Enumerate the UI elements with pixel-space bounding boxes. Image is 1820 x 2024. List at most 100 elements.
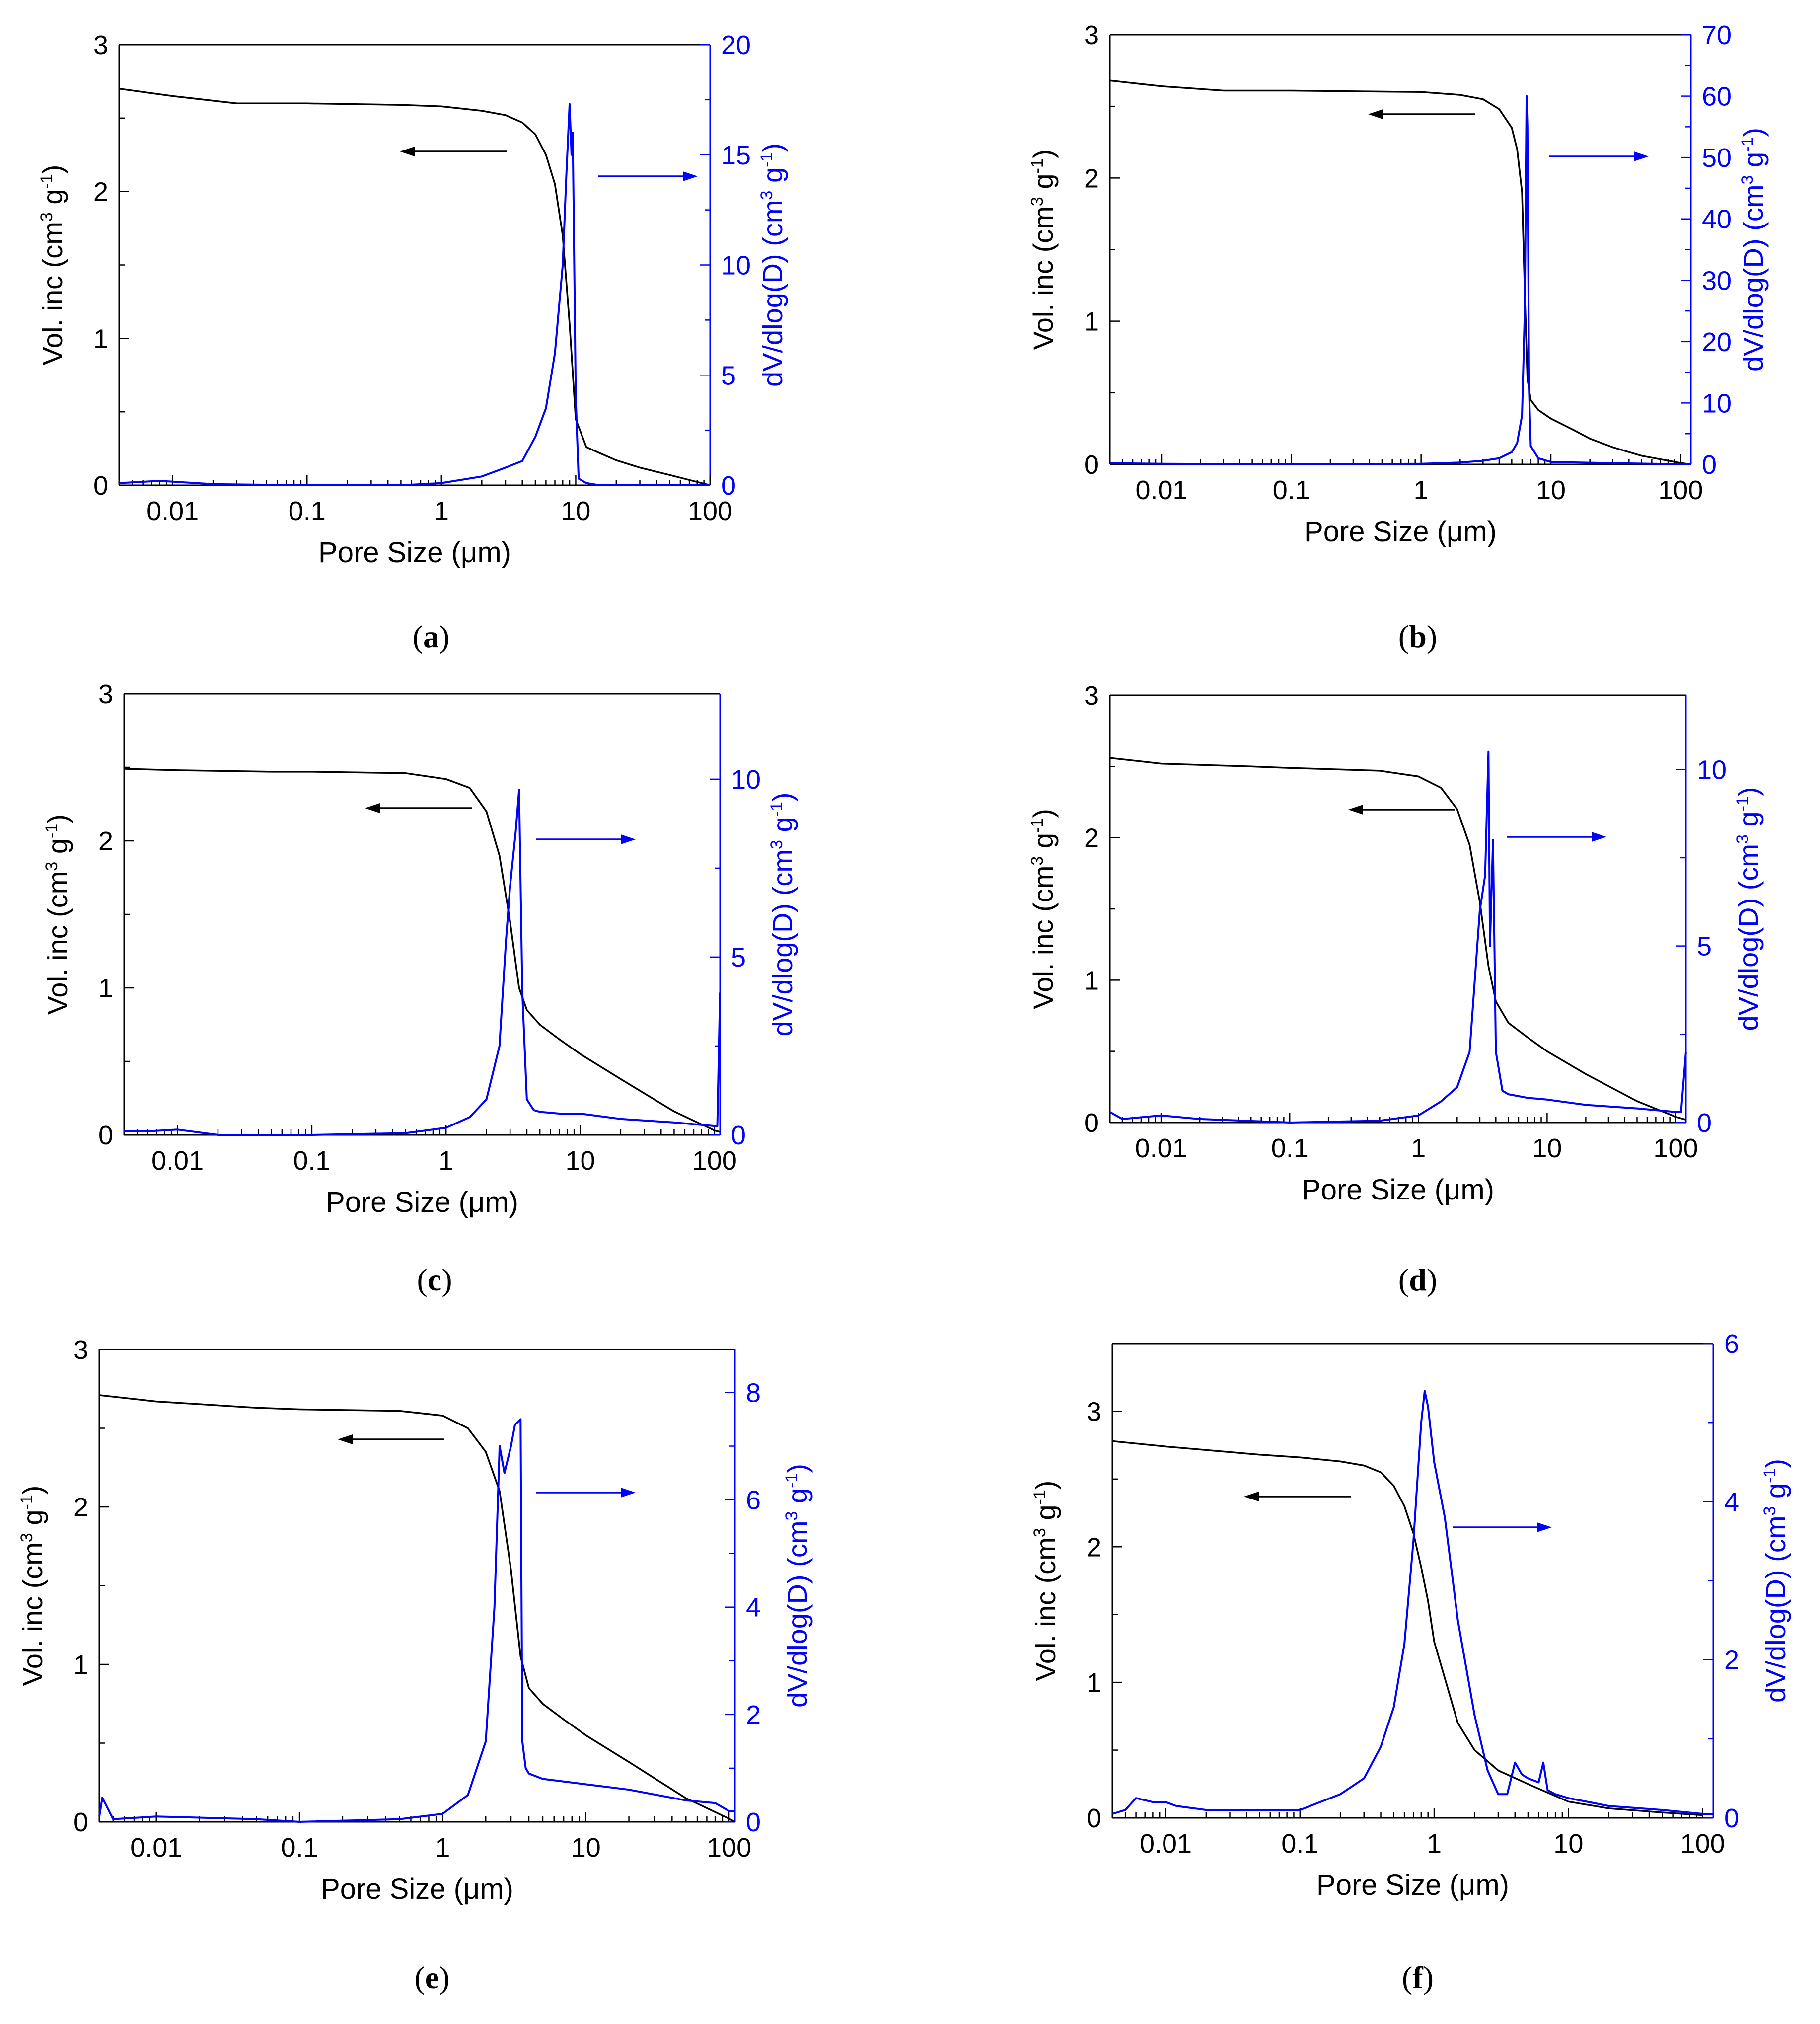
arrow-right-head <box>621 1488 636 1498</box>
y-left-tick-label: 3 <box>73 1335 88 1365</box>
y-right-tick-label: 0 <box>731 1121 746 1150</box>
x-tick-label: 10 <box>565 1146 595 1176</box>
y-left-tick-label: 1 <box>98 974 113 1003</box>
y-left-tick-label: 1 <box>73 1650 88 1680</box>
y-right-tick-label: 40 <box>1702 205 1732 234</box>
x-tick-label: 100 <box>1680 1829 1725 1859</box>
y-right-tick-label: 20 <box>1702 327 1732 357</box>
pore-size-distribution-line <box>1109 750 1687 1124</box>
x-tick-label: 0.01 <box>1140 1829 1192 1859</box>
panel-caption-letter: a <box>423 619 439 654</box>
y-right-axis-label: dV/dlog(D) (cm3 g-1) <box>1733 787 1764 1031</box>
arrow-right-head <box>683 171 698 181</box>
y-left-tick-label: 0 <box>1084 1108 1099 1138</box>
y-left-axis-label: Vol. inc (cm3 g-1) <box>37 165 68 366</box>
y-right-tick-label: 6 <box>1724 1329 1739 1359</box>
y-right-tick-label: 10 <box>1702 388 1732 418</box>
x-axis-label: Pore Size (μm) <box>1316 1869 1509 1901</box>
arrow-left-head <box>338 1434 353 1444</box>
y-right-tick-label: 4 <box>1724 1487 1739 1517</box>
panel-caption-letter: f <box>1412 1960 1423 1995</box>
y-left-tick-label: 0 <box>1084 450 1099 480</box>
panel-caption-letter: e <box>425 1960 439 1995</box>
panel-caption-e: (e) <box>414 1960 450 1995</box>
x-tick-label: 100 <box>688 496 732 526</box>
x-tick-label: 1 <box>1414 475 1429 505</box>
y-right-tick-label: 10 <box>1697 755 1727 785</box>
panel-f: 0.01 0.1 1 10 100 Pore Size (μm) 0 1 2 3 Vol. inc … <box>1030 1329 1791 1901</box>
y-left-axis-label: Vol. inc (cm3 g-1) <box>1027 809 1059 1009</box>
x-tick-label: 100 <box>692 1146 737 1176</box>
y-right-tick-label: 6 <box>746 1486 761 1515</box>
y-right-tick-label: 15 <box>721 141 751 170</box>
y-left-tick-label: 1 <box>1087 1668 1101 1698</box>
volume-increment-line <box>1109 757 1686 1121</box>
volume-increment-line <box>1109 79 1691 465</box>
y-left-tick-label: 2 <box>1084 824 1099 853</box>
y-left-tick-label: 2 <box>1084 163 1099 193</box>
x-tick-label: 0.1 <box>293 1146 330 1176</box>
x-tick-label: 0.1 <box>1281 1829 1318 1859</box>
panel-caption-a: (a) <box>412 619 450 654</box>
panel-caption-d: (d) <box>1398 1262 1438 1297</box>
x-tick-label: 100 <box>1658 475 1703 505</box>
x-tick-label: 0.1 <box>281 1833 318 1863</box>
panel-caption-letter: d <box>1409 1262 1427 1297</box>
y-right-tick-label: 8 <box>746 1378 761 1408</box>
y-right-tick-label: 5 <box>721 361 736 390</box>
x-axis-label: Pore Size (μm) <box>326 1186 518 1218</box>
panel-caption-letter: c <box>427 1262 442 1297</box>
y-right-tick-label: 30 <box>1702 266 1732 296</box>
pore-size-distribution-line <box>98 1418 735 1823</box>
x-tick-label: 0.01 <box>1135 475 1187 505</box>
volume-increment-line <box>119 87 711 486</box>
volume-increment-line <box>124 768 721 1133</box>
arrow-right-head <box>1537 1522 1552 1532</box>
x-tick-label: 0.1 <box>1273 475 1310 505</box>
y-right-tick-label: 0 <box>1697 1108 1712 1138</box>
y-left-axis-label: Vol. inc (cm3 g-1) <box>17 1486 48 1686</box>
y-left-tick-label: 2 <box>93 177 108 207</box>
y-right-tick-label: 60 <box>1702 82 1732 112</box>
x-tick-label: 10 <box>1536 475 1566 505</box>
y-left-tick-label: 3 <box>98 679 113 709</box>
y-right-tick-label: 20 <box>721 30 751 60</box>
y-right-tick-label: 0 <box>1702 450 1717 480</box>
y-left-tick-label: 0 <box>93 471 108 501</box>
arrow-right-head <box>1592 832 1606 842</box>
pore-size-distribution-line <box>1109 95 1691 465</box>
arrow-right-head <box>1634 151 1649 161</box>
y-right-tick-label: 0 <box>746 1807 761 1837</box>
y-right-tick-label: 10 <box>731 765 761 795</box>
panel-caption-b: (b) <box>1398 619 1438 654</box>
y-left-axis-label: Vol. inc (cm3 g-1) <box>42 814 73 1015</box>
x-tick-label: 1 <box>435 1833 450 1863</box>
y-left-tick-label: 3 <box>1087 1397 1101 1426</box>
y-right-tick-label: 2 <box>1724 1646 1739 1675</box>
y-right-tick-label: 2 <box>746 1700 761 1730</box>
x-tick-label: 1 <box>1411 1133 1426 1163</box>
y-right-axis-label: dV/dlog(D) (cm3 g-1) <box>782 1464 813 1708</box>
x-tick-label: 100 <box>707 1833 751 1863</box>
x-tick-label: 0.01 <box>151 1146 204 1176</box>
pore-size-distribution-line <box>1112 1390 1713 1815</box>
x-axis-label: Pore Size (μm) <box>321 1873 513 1905</box>
x-tick-label: 1 <box>1427 1829 1442 1859</box>
y-right-axis-label: dV/dlog(D) (cm3 g-1) <box>757 143 788 387</box>
y-right-tick-label: 10 <box>721 251 751 281</box>
x-tick-label: 100 <box>1653 1133 1698 1163</box>
arrow-left-head <box>400 147 415 156</box>
y-right-axis-label: dV/dlog(D) (cm3 g-1) <box>1738 128 1769 372</box>
volume-increment-line <box>99 1394 735 1823</box>
x-tick-label: 10 <box>561 496 590 526</box>
arrow-left-head <box>365 803 380 813</box>
y-left-tick-label: 2 <box>1087 1532 1101 1562</box>
y-left-axis-label: Vol. inc (cm3 g-1) <box>1027 150 1059 350</box>
x-tick-label: 0.01 <box>130 1833 182 1863</box>
pore-size-distribution-line <box>124 789 721 1136</box>
y-left-axis-label: Vol. inc (cm3 g-1) <box>1030 1481 1061 1681</box>
